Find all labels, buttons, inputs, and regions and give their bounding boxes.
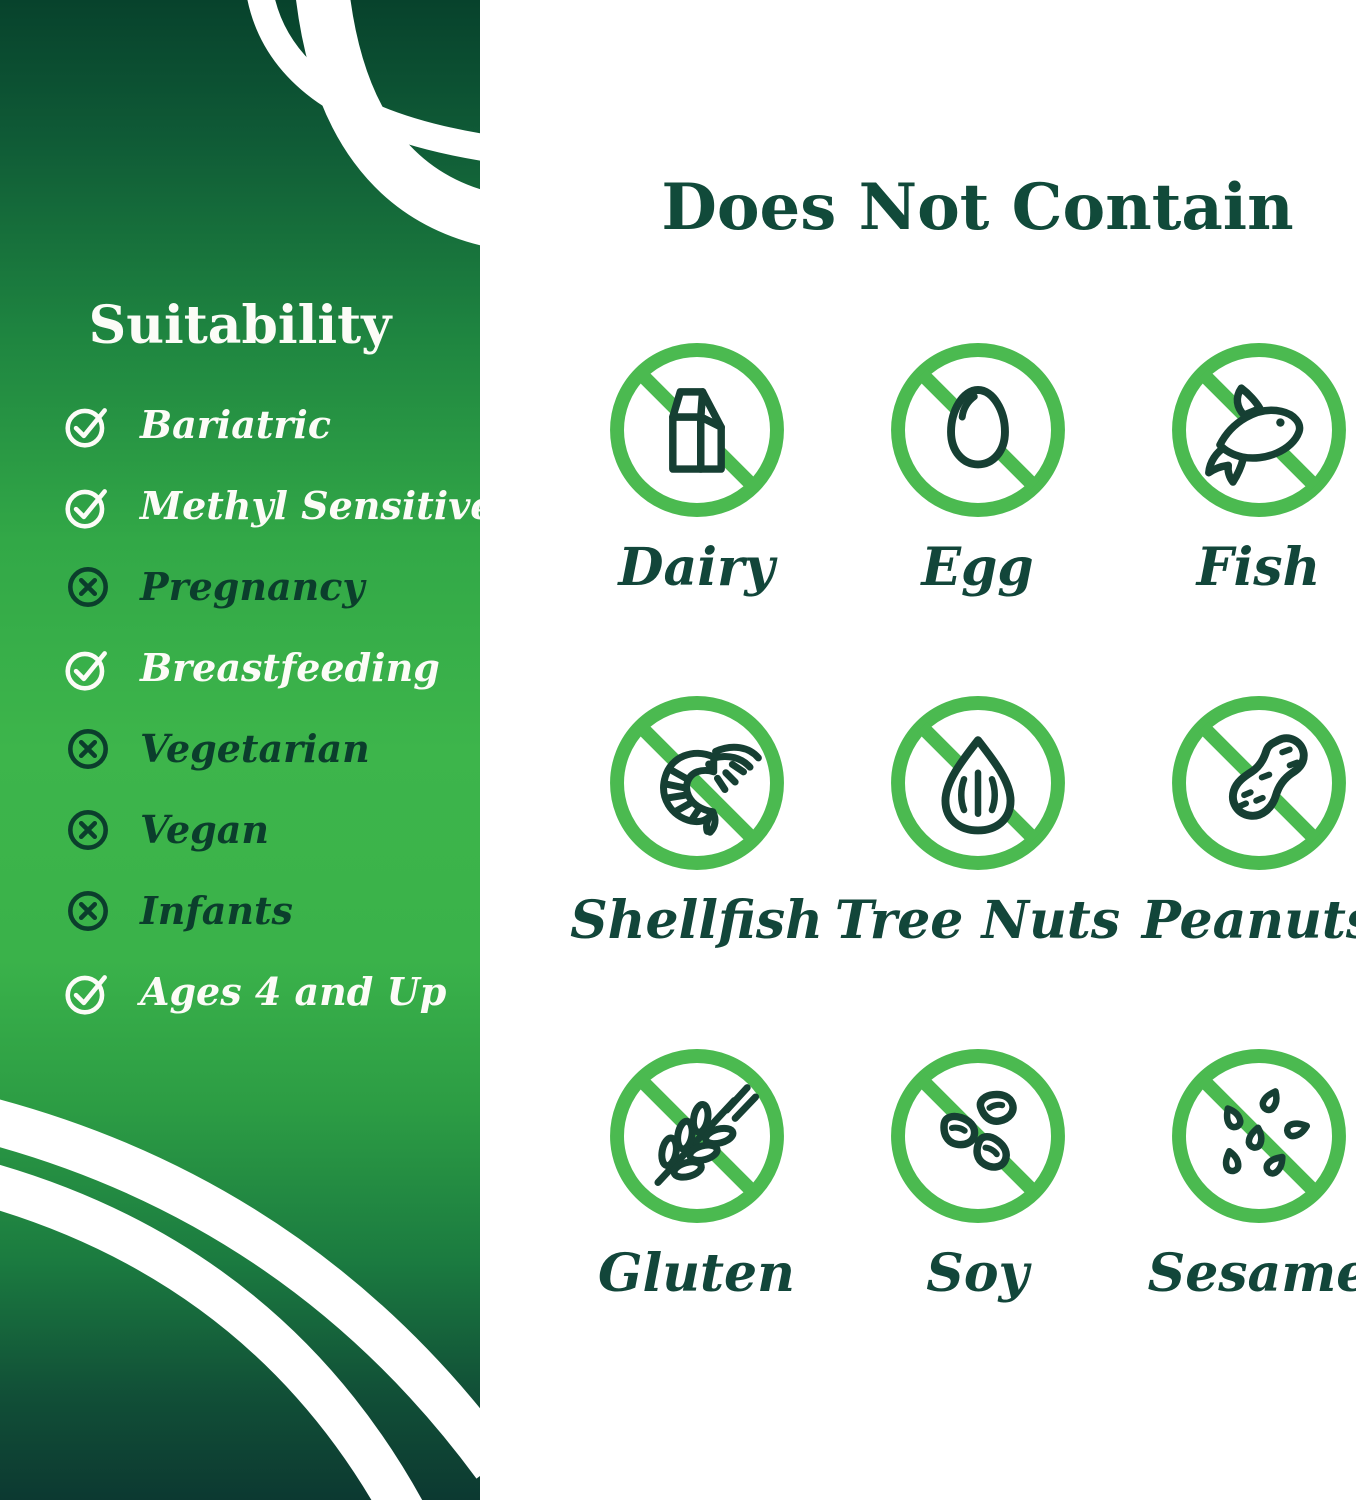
check-circle-icon: [65, 974, 107, 1015]
sidebar-title: Suitability: [88, 295, 392, 356]
check-circle-icon: [65, 650, 107, 691]
check-circle-icon: [65, 488, 107, 529]
does-not-contain-section: Does Not Contain Dairy: [480, 0, 1356, 1500]
suitability-item-vegan: Vegan: [62, 789, 470, 870]
suitability-item-label: Ages 4 and Up: [140, 968, 447, 1014]
suitability-item-vegetarian: Vegetarian: [62, 708, 470, 789]
allergen-label: Peanuts: [1141, 890, 1356, 951]
no-wheat-icon: [609, 1049, 784, 1223]
suitability-item-breastfeeding: Breastfeeding: [62, 627, 470, 708]
no-egg-icon: [890, 343, 1065, 517]
suitability-item-pregnancy: Pregnancy: [62, 546, 470, 627]
suitability-item-label: Breastfeeding: [140, 644, 440, 690]
suitability-item-methyl-sensitive: Methyl Sensitive: [62, 465, 480, 546]
suitability-item-label: Infants: [140, 887, 293, 933]
main-title: Does Not Contain: [661, 170, 1294, 245]
no-sesame-seeds-icon: [1171, 1049, 1346, 1223]
no-fish-icon: [1171, 343, 1346, 517]
cross-circle-icon: [68, 890, 108, 931]
allergen-egg: Egg: [837, 337, 1118, 690]
top-swoosh-thick: [296, 0, 480, 246]
no-almond-icon: [890, 696, 1065, 870]
allergen-dairy: Dairy: [556, 337, 837, 690]
suitability-item-label: Pregnancy: [140, 563, 365, 609]
check-circle-icon: [65, 407, 107, 448]
allergen-label: Gluten: [598, 1243, 795, 1304]
suitability-item-bariatric: Bariatric: [62, 384, 470, 465]
cross-circle-icon: [68, 728, 108, 769]
allergen-label: Shellfish: [570, 890, 823, 951]
suitability-item-label: Vegan: [140, 806, 269, 852]
allergen-shellfish: Shellfish: [556, 690, 837, 1043]
suitability-list: Bariatric Methyl Sensitive Pregnancy: [62, 384, 480, 1032]
suitability-item-label: Bariatric: [140, 401, 331, 447]
allergen-sesame: Sesame: [1118, 1043, 1356, 1396]
no-milk-carton-icon: [609, 343, 784, 517]
allergen-label: Tree Nuts: [834, 890, 1121, 951]
allergen-label: Egg: [921, 537, 1034, 598]
cross-circle-icon: [68, 566, 108, 607]
cross-circle-icon: [68, 809, 108, 850]
allergen-gluten: Gluten: [556, 1043, 837, 1396]
allergen-label: Sesame: [1147, 1243, 1356, 1304]
allergen-fish: Fish: [1118, 337, 1356, 690]
no-soybeans-icon: [890, 1049, 1065, 1223]
suitability-sidebar: Suitability Bariatric Methyl Sensitive: [0, 0, 480, 1500]
no-peanut-icon: [1171, 696, 1346, 870]
no-shrimp-icon: [609, 696, 784, 870]
suitability-item-label: Methyl Sensitive: [140, 482, 480, 528]
allergen-peanuts: Peanuts: [1118, 690, 1356, 1043]
suitability-item-ages-4-and-up: Ages 4 and Up: [62, 951, 470, 1032]
suitability-item-label: Vegetarian: [140, 725, 370, 771]
allergen-label: Soy: [926, 1243, 1029, 1304]
allergen-label: Dairy: [618, 537, 775, 598]
allergen-grid: Dairy Egg: [556, 337, 1356, 1396]
bottom-swoosh-outer: [0, 1099, 480, 1479]
allergen-label: Fish: [1196, 537, 1321, 598]
bottom-swoosh-inner: [0, 1164, 423, 1500]
allergen-tree-nuts: Tree Nuts: [834, 690, 1121, 1043]
swoosh-decorations: [0, 0, 480, 1500]
allergen-soy: Soy: [837, 1043, 1118, 1396]
suitability-item-infants: Infants: [62, 870, 470, 951]
